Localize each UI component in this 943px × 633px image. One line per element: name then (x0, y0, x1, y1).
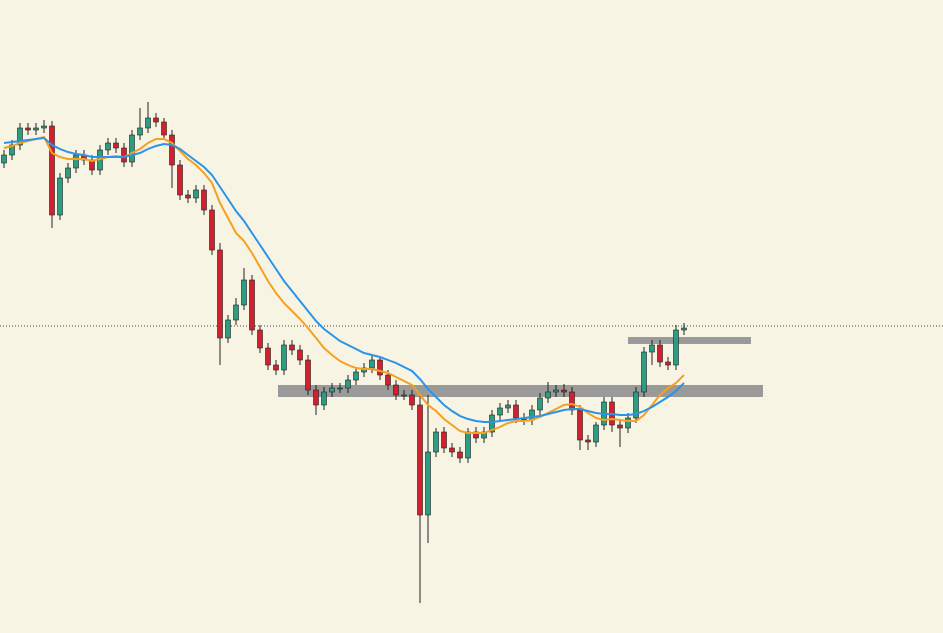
candle-body (409, 394, 415, 406)
candle-body (25, 127, 31, 131)
candle-body (561, 389, 567, 393)
zone (628, 337, 751, 344)
candle-body (513, 404, 519, 419)
candle-body (665, 361, 671, 366)
candle-body (193, 189, 199, 199)
candle-body (241, 279, 247, 306)
candle-body (401, 394, 407, 397)
candle-body (113, 142, 119, 149)
candle-body (105, 142, 111, 151)
candle-body (217, 249, 223, 339)
candle-body (633, 391, 639, 419)
candle-body (209, 209, 215, 251)
candle-body (465, 431, 471, 459)
candle-body (625, 417, 631, 429)
candle-body (585, 439, 591, 443)
candle-body (393, 384, 399, 396)
candle-body (321, 391, 327, 406)
candle-body (41, 125, 47, 129)
candle-body (57, 177, 63, 216)
candle-body (185, 194, 191, 199)
candle-body (505, 404, 511, 409)
candle-body (233, 304, 239, 321)
candle-body (425, 451, 431, 516)
candle-body (65, 167, 71, 179)
candle-body (33, 127, 39, 131)
candle-body (201, 189, 207, 211)
candle-body (273, 364, 279, 371)
candle-body (489, 414, 495, 433)
candle-body (305, 359, 311, 391)
candle-body (681, 327, 687, 331)
candle-body (657, 344, 663, 363)
candle-body (673, 329, 679, 366)
moving-average-line (3, 136, 685, 423)
candle-body (137, 127, 143, 136)
candle-body (49, 125, 55, 216)
candle-body (545, 391, 551, 399)
candle-body (225, 319, 231, 339)
candle-body (369, 359, 375, 369)
candle-body (593, 424, 599, 443)
candle-body (145, 117, 151, 129)
candle-body (385, 374, 391, 386)
candle-body (649, 344, 655, 353)
candle-body (73, 154, 79, 169)
candle-body (329, 387, 335, 393)
candle-body (1, 154, 7, 164)
candle-body (617, 424, 623, 429)
candle-body (177, 164, 183, 196)
candle-body (497, 407, 503, 416)
candle-body (641, 351, 647, 393)
candle-body (129, 134, 135, 163)
candle-body (265, 347, 271, 366)
candle-body (281, 344, 287, 371)
candle-body (337, 387, 343, 390)
candle-body (153, 117, 159, 123)
candle-body (257, 329, 263, 349)
candle-body (457, 451, 463, 459)
candle-body (353, 371, 359, 381)
candle-body (417, 404, 423, 516)
candle-body (17, 127, 23, 146)
candle-body (313, 389, 319, 406)
candle-body (433, 431, 439, 453)
candle-body (121, 147, 127, 163)
candle-body (553, 389, 559, 393)
candle-body (569, 391, 575, 411)
candle-body (249, 279, 255, 331)
candle-body (537, 397, 543, 411)
candle-body (577, 409, 583, 441)
candle-body (297, 349, 303, 361)
candle-body (449, 447, 455, 453)
candle-body (289, 344, 295, 351)
candle-body (345, 379, 351, 389)
candle-body (169, 134, 175, 166)
candle-body (377, 359, 383, 376)
candle-body (441, 431, 447, 449)
candle-body (161, 121, 167, 136)
